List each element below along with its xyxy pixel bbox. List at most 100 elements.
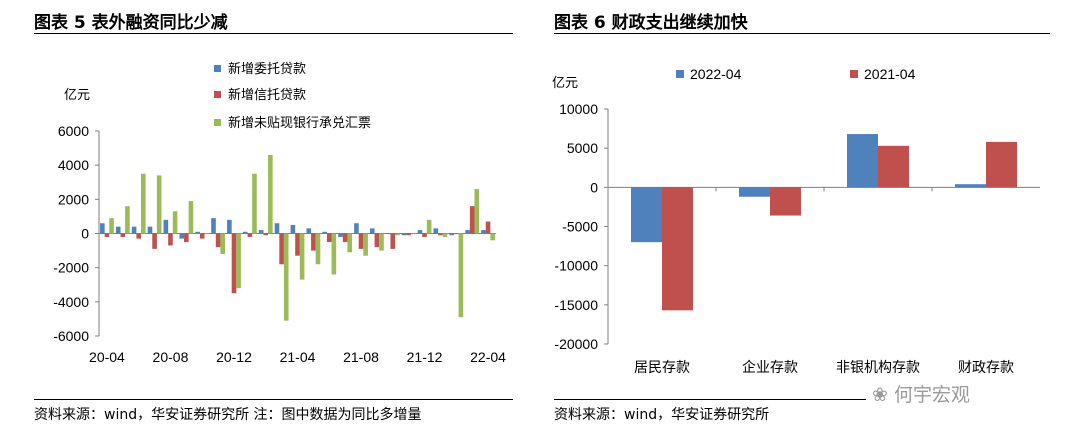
right-x-tick-label: 财政存款 <box>958 359 1014 375</box>
left-y-tick-label: -4000 <box>53 294 89 310</box>
left-x-tick-label: 20-12 <box>216 349 252 365</box>
left-bar-entrusted <box>242 231 248 234</box>
left-legend-label: 新增委托贷款 <box>228 61 306 76</box>
left-bar-trust <box>136 233 141 239</box>
left-bar-acceptance <box>220 233 225 254</box>
right-y-tick-label: -15000 <box>554 297 598 313</box>
left-bar-entrusted <box>401 233 407 236</box>
left-legend-swatch <box>214 91 221 98</box>
left-bar-trust <box>406 233 411 236</box>
left-x-tick-label: 21-04 <box>280 349 316 365</box>
left-bar-acceptance <box>283 233 289 321</box>
left-bar-trust <box>358 233 364 249</box>
left-bar-acceptance <box>268 154 273 234</box>
left-chart-title: 图表 5 表外融资同比少减 <box>34 13 228 33</box>
left-bar-entrusted <box>354 223 359 234</box>
right-bar-2022-04 <box>739 187 770 197</box>
left-x-tick-label: 21-08 <box>343 349 379 365</box>
left-bar-acceptance <box>299 233 305 280</box>
left-legend-swatch <box>214 65 221 72</box>
right-legend-label: 2022-04 <box>690 66 742 82</box>
left-bar-acceptance <box>109 218 114 234</box>
left-bar-acceptance <box>442 233 448 237</box>
left-bar-trust <box>231 233 237 294</box>
left-bar-acceptance <box>363 233 368 256</box>
right-y-axis-label: 亿元 <box>552 75 578 90</box>
left-bar-acceptance <box>379 233 384 251</box>
left-bar-entrusted <box>290 224 296 234</box>
left-bar-acceptance <box>141 173 146 234</box>
left-legend-label: 新增信托贷款 <box>228 87 306 102</box>
left-bar-trust <box>184 233 189 243</box>
left-bar-entrusted <box>115 226 121 234</box>
right-x-tick-label: 非银机构存款 <box>836 359 920 375</box>
left-bar-entrusted <box>100 223 105 234</box>
left-bar-trust <box>247 233 253 237</box>
left-bar-entrusted <box>433 228 439 234</box>
left-bar-entrusted <box>195 231 200 234</box>
left-bar-entrusted <box>163 219 169 234</box>
left-bar-acceptance <box>474 189 480 234</box>
left-bar-trust <box>152 233 157 249</box>
left-bar-trust <box>454 233 459 235</box>
left-bar-entrusted <box>385 233 391 235</box>
right-source-note: 资料来源：wind，华安证券研究所 <box>554 407 770 423</box>
right-legend-label: 2021-04 <box>864 66 916 82</box>
left-bar-entrusted <box>481 230 486 234</box>
left-bar-trust <box>168 233 173 246</box>
left-bar-entrusted <box>370 228 375 234</box>
left-bar-acceptance <box>315 233 321 265</box>
right-bar-2022-04 <box>631 187 662 243</box>
left-bar-entrusted <box>258 230 264 234</box>
left-bar-trust <box>104 233 110 237</box>
left-bar-acceptance <box>395 233 400 236</box>
right-y-tick-label: -5000 <box>562 219 598 235</box>
right-y-tick-label: 10000 <box>559 101 598 117</box>
right-title-rule <box>554 33 1050 34</box>
right-bar-chart: 亿元 10000 5000 0 -5000 -10000 -15000 -20000 居民存款 企… <box>552 66 1040 375</box>
right-y-tick-label: -10000 <box>554 258 598 274</box>
left-bar-trust <box>390 233 396 249</box>
left-y-tick-label: -2000 <box>53 260 89 276</box>
right-bar-2021-04 <box>878 145 909 188</box>
left-x-tick-label: 22-04 <box>470 349 506 365</box>
right-x-tick-label: 企业存款 <box>742 359 798 375</box>
left-y-tick-label: 2000 <box>58 191 89 207</box>
left-bar-trust <box>279 233 284 265</box>
left-title-rule <box>34 33 513 34</box>
watermark: ❀ 何宇宏观 <box>872 380 970 407</box>
left-bar-acceptance <box>204 233 210 235</box>
left-bar-acceptance <box>458 233 464 318</box>
left-y-tick-label: -6000 <box>53 328 89 344</box>
left-bar-entrusted <box>274 223 280 234</box>
left-legend-label: 新增未贴现银行承兑汇票 <box>228 115 371 130</box>
left-bar-acceptance <box>236 233 241 289</box>
left-bar-trust <box>469 206 475 234</box>
left-bar-trust <box>311 233 316 251</box>
right-source-rule <box>554 399 866 400</box>
left-bar-acceptance <box>410 233 416 235</box>
left-bar-entrusted <box>306 228 312 234</box>
left-bar-trust <box>295 233 300 256</box>
right-bar-2022-04 <box>847 134 878 188</box>
left-bar-entrusted <box>417 230 423 234</box>
left-bar-trust <box>485 221 491 234</box>
left-y-tick-label: 0 <box>81 226 89 242</box>
left-bar-entrusted <box>131 226 137 234</box>
left-x-tick-label: 21-12 <box>407 349 443 365</box>
left-bar-acceptance <box>426 219 432 234</box>
left-bar-acceptance <box>188 201 194 234</box>
right-bar-2021-04 <box>662 187 693 311</box>
left-y-tick-label: 6000 <box>58 123 89 139</box>
right-bar-2021-04 <box>986 141 1017 188</box>
left-bar-trust <box>342 233 348 243</box>
left-bar-acceptance <box>331 233 337 275</box>
left-bar-trust <box>263 233 269 236</box>
left-bar-trust <box>215 233 221 248</box>
right-bar-2021-04 <box>770 187 801 216</box>
left-bar-acceptance <box>347 233 353 253</box>
left-legend-swatch <box>214 119 221 126</box>
right-legend-swatch <box>676 70 684 78</box>
left-bar-entrusted <box>322 231 327 234</box>
